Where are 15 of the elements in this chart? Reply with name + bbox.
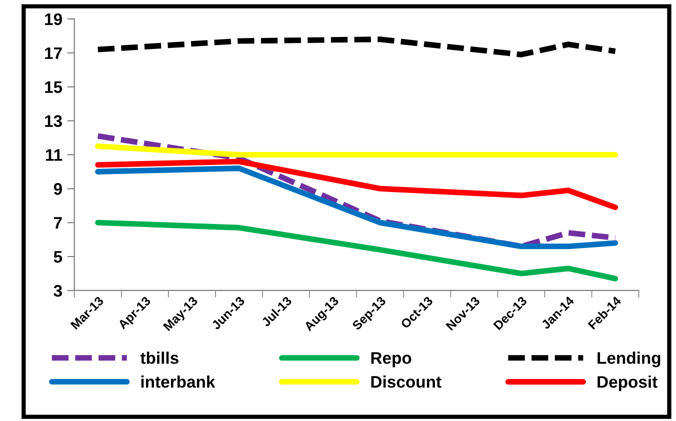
legend-label: Lending	[598, 352, 660, 368]
legend-label: tbills	[140, 352, 178, 364]
y-tick-label: 7	[54, 217, 62, 229]
legend-label: Repo	[371, 352, 412, 368]
y-tick-label: 17	[45, 47, 62, 59]
y-tick-label: 15	[45, 81, 62, 94]
y-tick-label: 5	[54, 251, 62, 263]
y-tick-label: 9	[54, 183, 62, 195]
y-tick-label: 13	[45, 115, 62, 127]
legend-label: Deposit	[598, 376, 658, 392]
y-tick-label: 19	[45, 13, 62, 26]
legend-label: interbank	[141, 376, 216, 388]
y-tick-label: 3	[54, 284, 62, 297]
y-tick-label: 11	[46, 149, 62, 161]
legend-label: Discount	[371, 376, 442, 388]
